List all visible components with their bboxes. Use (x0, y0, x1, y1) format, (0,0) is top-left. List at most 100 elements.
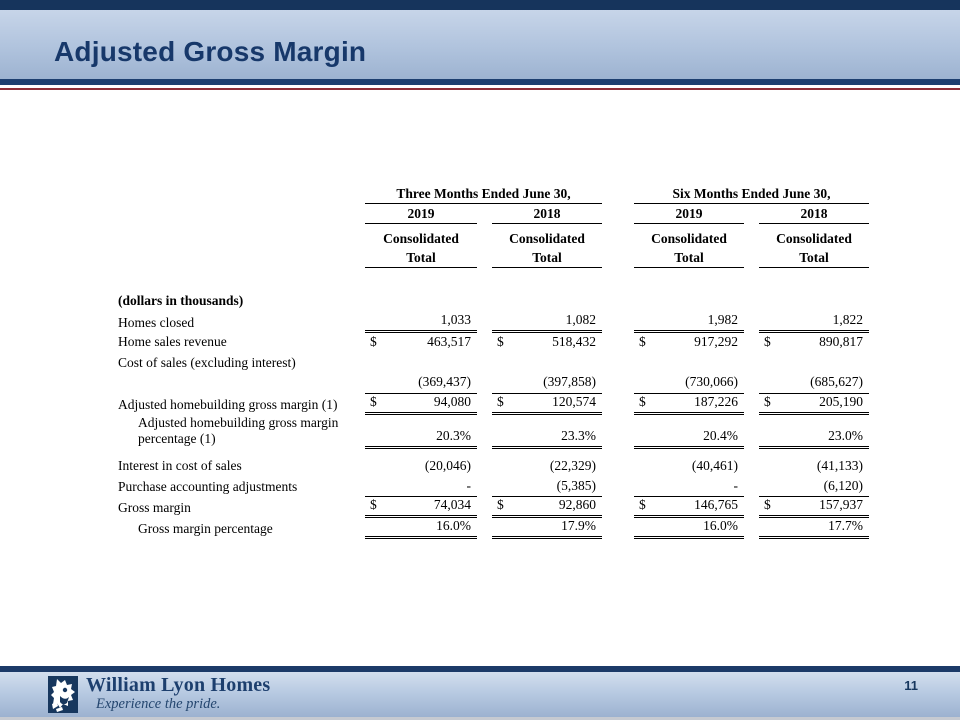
currency-symbol: $ (764, 334, 771, 350)
value: (397,858) (543, 374, 596, 390)
value: 205,190 (819, 393, 863, 409)
value: 94,080 (433, 393, 471, 409)
value: - (466, 477, 472, 493)
value: 17.7% (828, 517, 863, 533)
table-header-periods: Three Months Ended June 30, Six Months E… (118, 184, 869, 204)
value: (5,385) (556, 477, 596, 493)
currency-symbol: $ (370, 393, 377, 409)
value-cell: 16.0% (365, 518, 477, 539)
value-cell: 23.3% (492, 414, 602, 449)
table-row: Adjusted homebuilding gross margin perce… (118, 414, 869, 449)
row-label: Interest in cost of sales (118, 458, 242, 474)
value: (6,120) (823, 477, 863, 493)
value-cell: $890,817 (759, 332, 869, 353)
value-cell: (40,461) (634, 456, 744, 477)
value-cell: (5,385) (492, 477, 602, 497)
value: 120,574 (552, 393, 596, 409)
value-cell: $463,517 (365, 332, 477, 353)
value: 74,034 (433, 497, 471, 512)
currency-symbol: $ (370, 497, 377, 512)
value-cell: - (634, 477, 744, 497)
row-label (118, 392, 365, 394)
title-divider-red (0, 88, 960, 90)
value: 1,033 (440, 311, 471, 327)
company-tagline: Experience the pride. (96, 696, 221, 712)
value: 16.0% (703, 517, 738, 533)
value-cell: (22,329) (492, 456, 602, 477)
row-label: Gross margin percentage (138, 520, 273, 536)
value-cell: $187,226 (634, 394, 744, 415)
footer-bottom-strip (0, 717, 960, 720)
currency-symbol: $ (639, 393, 646, 409)
value-cell: $917,292 (634, 332, 744, 353)
lion-head-icon (48, 676, 78, 713)
value: 1,082 (565, 311, 596, 327)
table-row: Purchase accounting adjustments - (5,385… (118, 477, 869, 497)
value: 20.4% (703, 427, 738, 443)
value-cell: 20.3% (365, 414, 477, 449)
value-cell: 20.4% (634, 414, 744, 449)
column-subheader: Total (365, 250, 477, 268)
value: 1,982 (707, 311, 738, 327)
value: - (733, 477, 739, 493)
column-subheader: Consolidated (776, 230, 852, 246)
value: (369,437) (418, 374, 471, 390)
value: 20.3% (436, 427, 471, 443)
value: 1,822 (832, 311, 863, 327)
value-cell: 1,082 (492, 312, 602, 333)
currency-symbol: $ (639, 497, 646, 512)
year-header: 2018 (492, 206, 602, 224)
value-cell: 16.0% (634, 518, 744, 539)
column-subheader: Total (492, 250, 602, 268)
table-header-years: 2019 2018 2019 2018 (118, 204, 869, 224)
value-cell: 1,822 (759, 312, 869, 333)
page-title: Adjusted Gross Margin (54, 36, 367, 67)
table-header-consolidated: Consolidated Consolidated Consolidated C… (118, 224, 869, 248)
value: 16.0% (436, 517, 471, 533)
table-row: (369,437) (397,858) (730,066) (685,627) (118, 373, 869, 394)
column-subheader: Consolidated (509, 230, 585, 246)
value: 92,860 (558, 497, 596, 512)
value: (40,461) (691, 458, 738, 474)
value-cell: (730,066) (634, 373, 744, 394)
currency-symbol: $ (370, 334, 377, 350)
footer: William Lyon Homes Experience the pride.… (0, 672, 960, 717)
footer-divider (0, 666, 960, 672)
table-row: Interest in cost of sales (20,046) (22,3… (118, 456, 869, 477)
value-cell: - (365, 477, 477, 497)
value: (20,046) (424, 458, 471, 474)
year-header: 2019 (365, 206, 477, 224)
value-cell: $120,574 (492, 394, 602, 415)
value-cell: $146,765 (634, 497, 744, 519)
currency-symbol: $ (497, 334, 504, 350)
column-subheader: Total (634, 250, 744, 268)
currency-symbol: $ (764, 393, 771, 409)
value: 518,432 (552, 334, 596, 350)
row-label: Homes closed (118, 314, 195, 330)
table-row: Gross margin $74,034 $92,860 $146,765 $1… (118, 497, 869, 519)
value-cell: $518,432 (492, 332, 602, 353)
column-subheader: Consolidated (651, 230, 727, 246)
value: (41,133) (816, 458, 863, 474)
period-header-six-months: Six Months Ended June 30, (634, 186, 869, 204)
top-accent-bar (0, 0, 960, 10)
table-row: Homes closed 1,033 1,082 1,982 1,822 (118, 312, 869, 333)
currency-symbol: $ (497, 497, 504, 512)
value: 890,817 (819, 334, 863, 350)
spacer (118, 268, 869, 291)
table-row: Adjusted homebuilding gross margin (1) $… (118, 394, 869, 415)
value-cell: 1,982 (634, 312, 744, 333)
column-subheader: Total (759, 250, 869, 268)
value-cell: (20,046) (365, 456, 477, 477)
period-header-three-months: Three Months Ended June 30, (365, 186, 602, 204)
value-cell: 23.0% (759, 414, 869, 449)
value: 157,937 (819, 497, 863, 512)
title-divider-navy (0, 79, 960, 85)
row-label: Adjusted homebuilding gross margin perce… (138, 414, 339, 446)
value-cell: (6,120) (759, 477, 869, 497)
financial-table: Three Months Ended June 30, Six Months E… (118, 184, 869, 539)
value: 23.0% (828, 427, 863, 443)
row-label: Cost of sales (excluding interest) (118, 354, 296, 370)
currency-symbol: $ (639, 334, 646, 350)
value: 187,226 (694, 393, 738, 409)
